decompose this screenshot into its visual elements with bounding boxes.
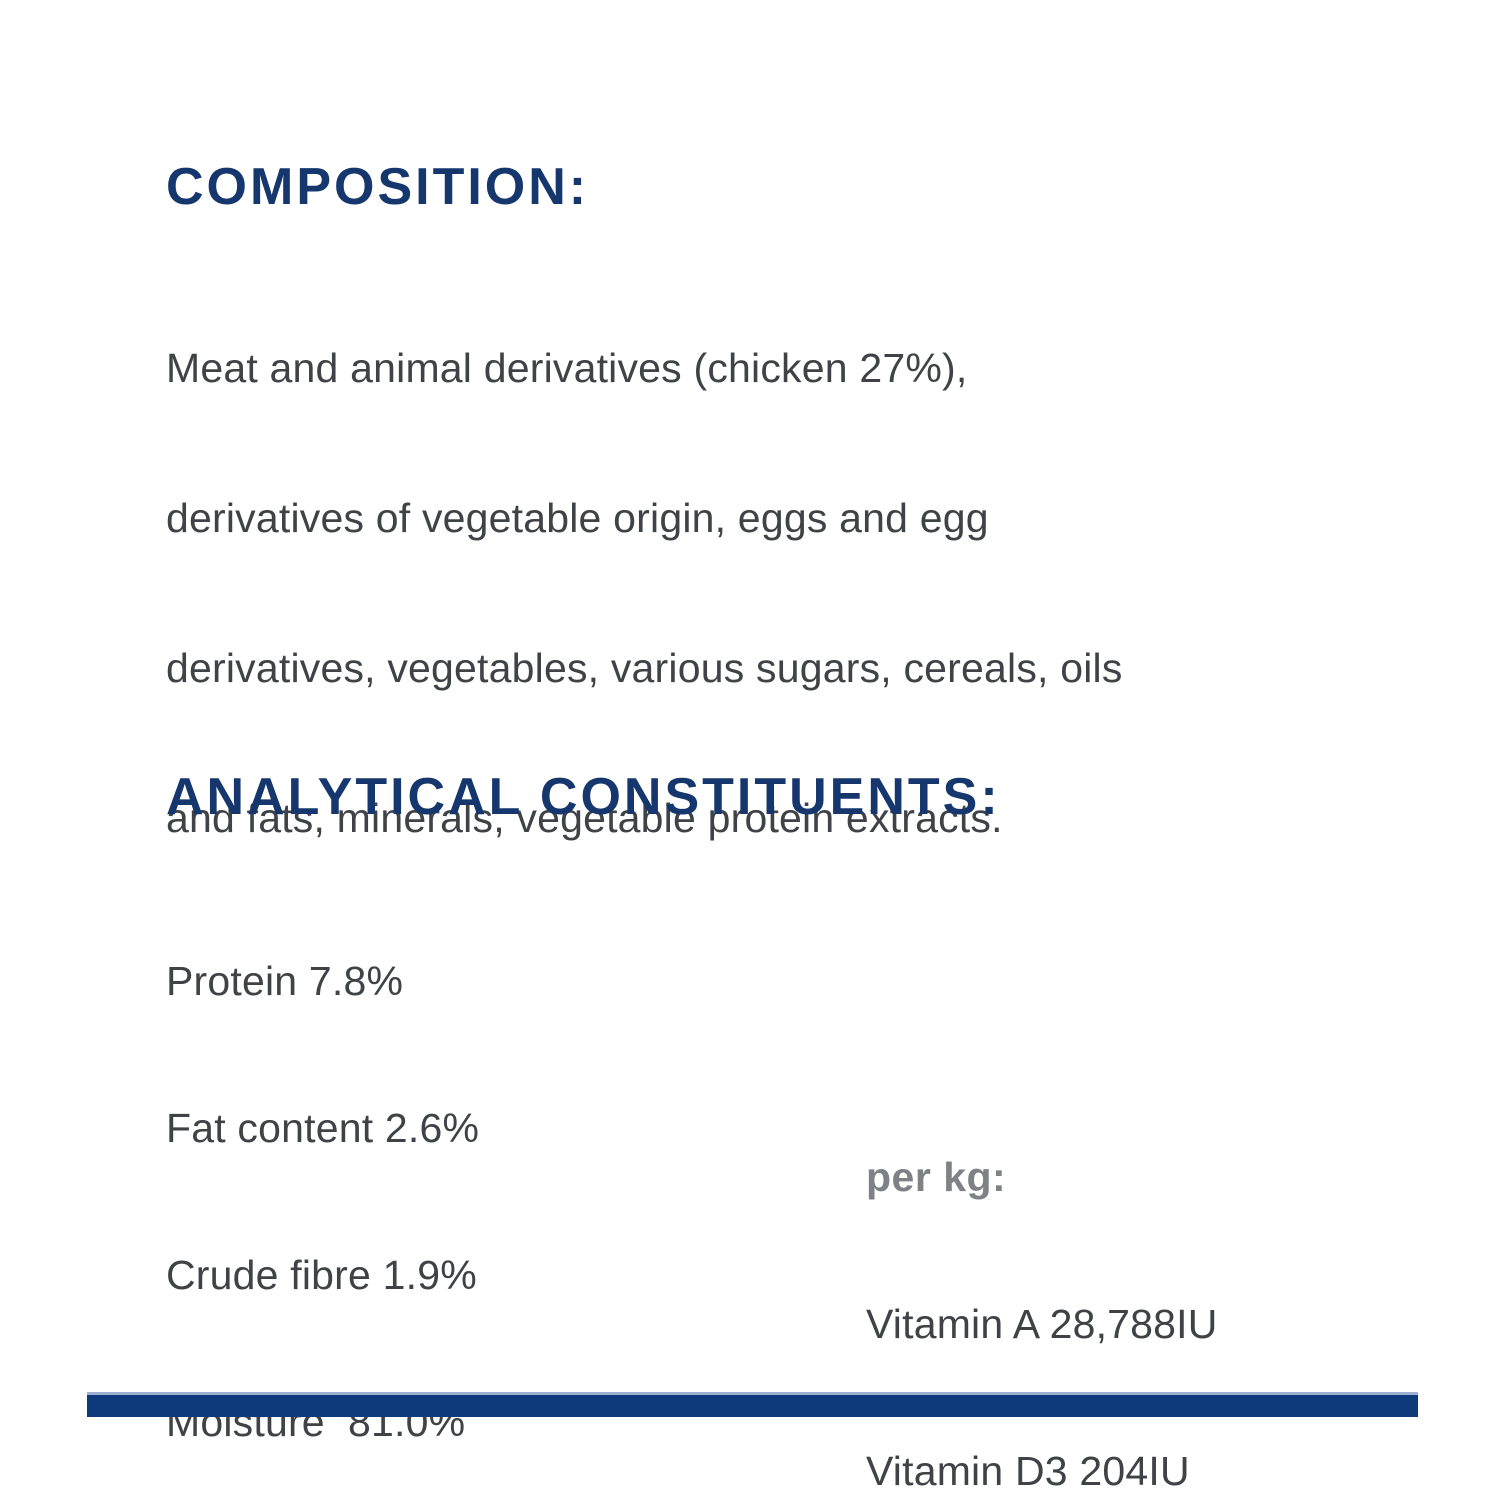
composition-text-line: and fats, minerals, vegetable protein ex… — [166, 795, 1003, 841]
footer-divider-bar — [87, 1392, 1418, 1417]
composition-text-line: derivatives, vegetables, various sugars,… — [166, 645, 1123, 691]
composition-text-line: Meat and animal derivatives (chicken 27%… — [166, 345, 968, 391]
per-kg-label: per kg: — [866, 1154, 1007, 1200]
vitamin-a-item: Vitamin A 28,788IU — [866, 1301, 1218, 1347]
analytical-item-fat-content: Fat content 2.6% — [166, 1105, 480, 1151]
vitamin-d3-item: Vitamin D3 204IU — [866, 1448, 1190, 1494]
analytical-item-protein: Protein 7.8% — [166, 958, 404, 1004]
analytical-heading: ANALYTICAL CONSTITUENTS: — [166, 768, 1001, 826]
analytical-left-column: Protein 7.8% Fat content 2.6% Crude fibr… — [166, 859, 516, 1500]
analytical-per-kg-column: per kg: Vitamin A 28,788IU Vitamin D3 20… — [866, 1055, 1253, 1500]
composition-text: Meat and animal derivatives (chicken 27%… — [166, 243, 1123, 943]
composition-heading: COMPOSITION: — [166, 158, 590, 216]
analytical-item-crude-fibre: Crude fibre 1.9% — [166, 1252, 477, 1298]
composition-text-line: derivatives of vegetable origin, eggs an… — [166, 495, 989, 541]
